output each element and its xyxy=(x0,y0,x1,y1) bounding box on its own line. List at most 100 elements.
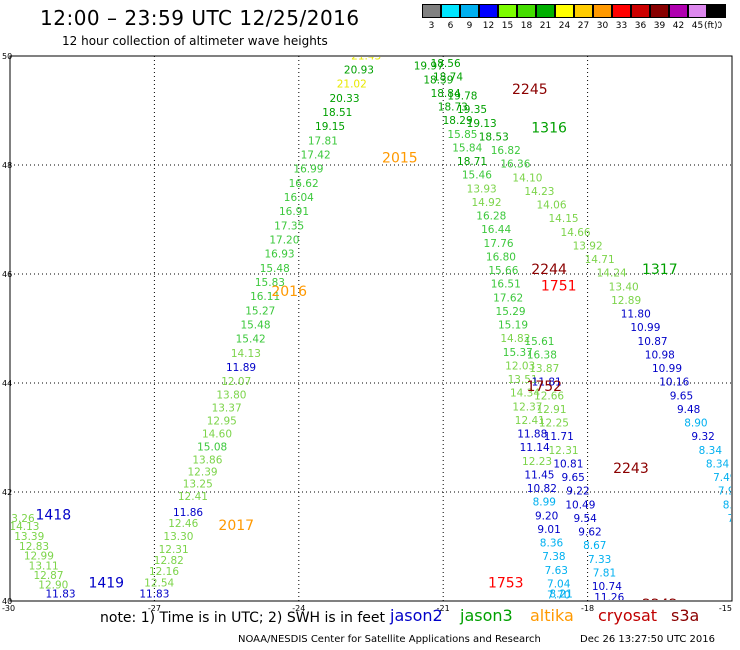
data-point-label: 12.31 xyxy=(159,544,189,556)
data-point-label: 12.39 xyxy=(188,467,218,479)
data-point-label: 14.15 xyxy=(549,213,579,225)
data-point-label: 16.91 xyxy=(279,206,309,218)
color-scale-swatch xyxy=(498,4,517,18)
plot-frame xyxy=(9,55,733,602)
color-scale-swatch xyxy=(441,4,460,18)
data-point-label: 12.03 xyxy=(505,360,535,372)
color-scale-label: 33 xyxy=(615,21,628,31)
pass-time-annotation: 1315 xyxy=(445,44,481,60)
y-tick-label: 40 xyxy=(2,597,12,606)
data-point-label: 12.89 xyxy=(611,295,641,307)
data-point-label: 13.86 xyxy=(192,455,222,467)
data-point-label: 15.61 xyxy=(524,336,554,348)
data-point-label: 14.60 xyxy=(202,429,232,441)
data-point-label: 12.41 xyxy=(178,491,208,503)
data-point-label: 21.43 xyxy=(351,50,381,62)
data-point-label: 13.37 xyxy=(212,402,242,414)
data-point-label: 17.20 xyxy=(269,234,299,246)
footer-note: note: 1) Time is in UTC; 2) SWH is in fe… xyxy=(100,610,386,626)
data-point-label: 16.93 xyxy=(265,249,295,261)
data-point-label: 10.16 xyxy=(659,377,689,389)
y-tick-label: 48 xyxy=(2,161,12,170)
data-point-label: 7.98 xyxy=(718,486,740,498)
data-point-label: 17.35 xyxy=(274,220,304,232)
data-point-label: 10.87 xyxy=(638,336,668,348)
data-point-label: 19.35 xyxy=(457,104,487,116)
data-point-label: 12.07 xyxy=(221,376,251,388)
data-point-label: 9.48 xyxy=(677,404,700,416)
y-tick-label: 42 xyxy=(2,488,12,497)
data-point-label: 12.41 xyxy=(515,415,545,427)
data-point-label: 12.83 xyxy=(19,541,49,553)
color-scale-swatch xyxy=(422,4,441,18)
data-point-label: 12.16 xyxy=(149,566,179,578)
data-point-label: 13.25 xyxy=(183,479,213,491)
data-point-label: 7.63 xyxy=(545,565,568,577)
data-point-label: 11.26 xyxy=(594,592,624,604)
data-point-label: 7.04 xyxy=(547,578,571,590)
color-scale-swatch xyxy=(574,4,593,18)
data-point-label: 10.81 xyxy=(553,458,583,470)
color-scale-unit: (ft) xyxy=(704,21,718,31)
data-point-label: 15.84 xyxy=(452,142,482,154)
data-point-label: 13.39 xyxy=(14,531,44,543)
data-point-label: 18.74 xyxy=(433,72,463,84)
data-point-label: 20.93 xyxy=(399,47,429,59)
pass-time-annotation: 1753 xyxy=(488,575,524,591)
data-point-label: 16.51 xyxy=(491,279,521,291)
pass-time-annotation: 2244 xyxy=(531,262,567,278)
data-point-label: 18.53 xyxy=(479,131,509,143)
pass-time-annotation: 1317 xyxy=(642,262,678,278)
data-point-label: 12.46 xyxy=(168,518,198,530)
data-point-label: 21.02 xyxy=(337,79,367,91)
color-scale-label: 24 xyxy=(558,21,571,31)
color-scale-label: 42 xyxy=(672,21,685,31)
pass-time-annotation: 2017 xyxy=(218,518,254,534)
pass-time-annotation: 1418 xyxy=(35,507,71,523)
data-point-label: 9.65 xyxy=(561,472,584,484)
color-scale-label: 21 xyxy=(539,21,552,31)
data-point-label: 14.82 xyxy=(500,333,530,345)
color-scale-swatch xyxy=(593,4,612,18)
data-point-label: 16.82 xyxy=(491,145,521,157)
data-point-label: 14.10 xyxy=(512,172,542,184)
data-point-label: 20.33 xyxy=(329,93,359,105)
data-point-label: 12.90 xyxy=(38,579,68,591)
data-point-label: 16.11 xyxy=(250,291,280,303)
pass-time-annotation: 2243 xyxy=(613,461,649,477)
color-scale-swatch xyxy=(555,4,574,18)
data-point-label: 17.81 xyxy=(308,135,338,147)
data-point-label: 15.83 xyxy=(255,277,285,289)
data-point-label: 19.97 xyxy=(414,61,444,73)
pass-time-annotation: 2245 xyxy=(512,82,548,98)
color-scale-label: 12 xyxy=(482,21,495,31)
color-scale: 36912151821242730333639424570(ft) xyxy=(422,4,726,38)
data-point-label: 15.37 xyxy=(503,347,533,359)
color-scale-swatch xyxy=(650,4,669,18)
data-point-label: 15.29 xyxy=(496,306,526,318)
data-point-label: 8.77 xyxy=(723,499,740,511)
data-point-label: 8.67 xyxy=(583,540,606,552)
data-point-label: 11.81 xyxy=(532,377,562,389)
data-point-label: 14.34 xyxy=(510,388,540,400)
data-point-label: 9.62 xyxy=(578,527,601,539)
legend-s3a: s3a xyxy=(671,606,700,625)
data-point-label: 12.31 xyxy=(549,445,579,457)
legend-jason3: jason3 xyxy=(460,606,513,625)
color-scale-swatch xyxy=(536,4,555,18)
data-point-label: 16.99 xyxy=(293,164,323,176)
data-point-label: 11.45 xyxy=(524,469,554,481)
data-point-label: 9.22 xyxy=(566,486,589,498)
pass-time-annotation: 2016 xyxy=(271,284,307,300)
data-point-label: 12.82 xyxy=(154,555,184,567)
data-point-label: 18.51 xyxy=(322,107,352,119)
data-point-label: 8.99 xyxy=(533,497,556,509)
data-point-label: 9.32 xyxy=(691,431,714,443)
data-point-label: 13.40 xyxy=(609,281,639,293)
data-point-label: 16.28 xyxy=(476,211,506,223)
pass-time-annotation: 1316 xyxy=(531,120,567,136)
data-point-label: 14.66 xyxy=(561,227,591,239)
data-point-label: 16.04 xyxy=(284,192,314,204)
